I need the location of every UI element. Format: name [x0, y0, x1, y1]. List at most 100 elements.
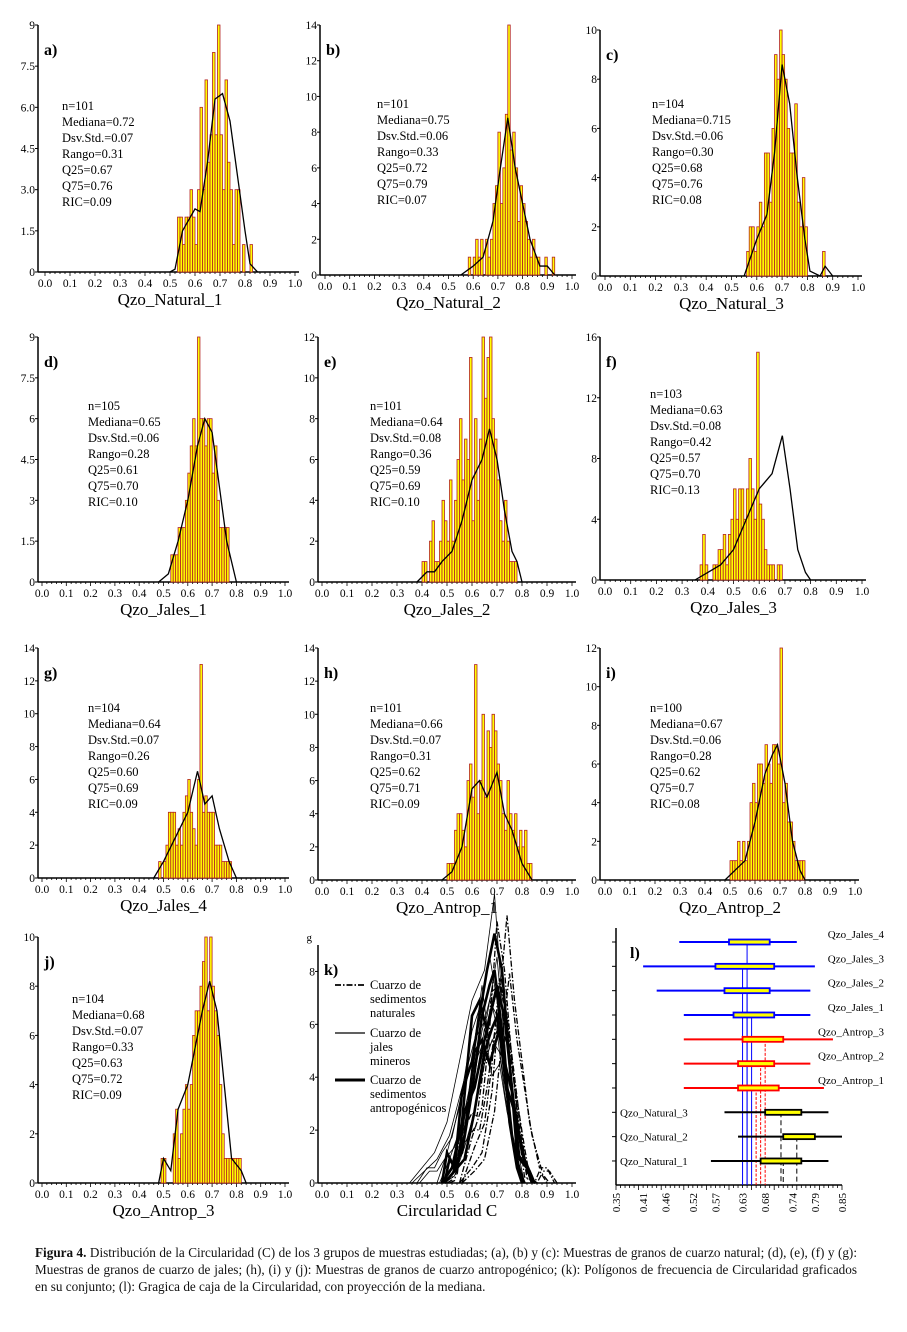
- histogram-panel-d: 0.0 0.1 0.2 0.3 0.4 0.5 0.6 0.7 0.8 0.9 1.0 0 1.5 3 4.…: [21, 332, 293, 619]
- x-tick-label: 0.6: [466, 281, 481, 293]
- stat-line: n=103: [650, 387, 682, 401]
- stat-line: Dsv.Std.=0.08: [370, 431, 441, 445]
- histogram-bar: [524, 829, 528, 881]
- box-label: Qzo_Jales_3: [828, 953, 885, 965]
- x-tick-label: 0.3: [390, 588, 405, 600]
- x-tick-label: 0.8: [229, 588, 244, 600]
- y-tick-label: 0: [309, 875, 315, 887]
- y-tick-label: 16: [586, 332, 598, 344]
- histogram-bar: [802, 860, 806, 881]
- y-tick-label: 8: [29, 981, 35, 993]
- y-tick-label: 10: [24, 709, 36, 721]
- histogram-bar: [229, 189, 233, 273]
- histogram-bar: [237, 189, 241, 273]
- x-tick-label: 0.0: [35, 884, 50, 896]
- x-axis-label: Qzo_Jales_4: [120, 896, 207, 915]
- frequency-curve: [460, 117, 556, 276]
- panel-label: f): [606, 354, 617, 371]
- x-tick-label: 0.5: [440, 1189, 455, 1201]
- y-tick-label: 8: [309, 966, 315, 978]
- x-tick-label: 0.6: [465, 588, 480, 600]
- series-line-j: [443, 982, 536, 1184]
- y-tick-label: 6: [309, 776, 315, 788]
- x-tick-label: 0.8: [515, 588, 530, 600]
- y-tick-label: 12: [306, 56, 318, 68]
- x-axis-label: Qzo_Antrop_3: [113, 1201, 215, 1220]
- x-tick-label: 0.0: [318, 281, 333, 293]
- y-tick-label: 4: [29, 1080, 35, 1092]
- x-tick-label: 0.1: [63, 278, 78, 290]
- box-label: Qzo_Natural_3: [620, 1107, 688, 1119]
- histogram-bar: [199, 664, 203, 879]
- y-tick-label: 0: [309, 1178, 315, 1190]
- x-tick-label: 0.7: [773, 886, 788, 898]
- y-tick-label: 12: [586, 393, 598, 405]
- y-tick-label: 2: [29, 1129, 35, 1141]
- x-tick-label: 0.7: [491, 281, 506, 293]
- histogram-bar: [756, 351, 760, 581]
- y-tick-label: 3: [29, 495, 35, 507]
- y-tick-label: 2: [29, 840, 35, 852]
- x-tick-label: 0.2: [648, 886, 663, 898]
- x-tick-label: 1.0: [565, 1189, 580, 1201]
- x-tick-label: 0.4: [138, 278, 153, 290]
- y-tick-label: 10: [586, 682, 598, 694]
- x-tick-label: 0.3: [674, 282, 689, 294]
- stat-line: Mediana=0.68: [72, 1008, 145, 1022]
- panel-label: k): [324, 962, 338, 979]
- y-tick-label: 8: [309, 414, 315, 426]
- y-tick-label: 10: [586, 25, 598, 37]
- x-tick-label: 0.9: [823, 886, 838, 898]
- y-tick-label: 4: [309, 495, 315, 507]
- histogram-panel-j: 0.0 0.1 0.2 0.3 0.4 0.5 0.6 0.7 0.8 0.9 1.0 0 2 4 6 8 10…: [24, 932, 293, 1220]
- histogram-panel-e: 0.0 0.1 0.2 0.3 0.4 0.5 0.6 0.7 0.8 0.9 1.0 0 2 4 6 8 10…: [304, 332, 580, 619]
- y-tick-label: 12: [304, 676, 316, 688]
- stat-line: Mediana=0.65: [88, 415, 161, 429]
- stat-line: Q75=0.7: [650, 781, 694, 795]
- panel-label: j): [43, 954, 55, 971]
- y-tick-label: 12: [304, 332, 316, 344]
- x-tick-label: 0.6: [181, 884, 196, 896]
- x-tick-label: 0.6: [181, 588, 196, 600]
- x-tick-label: 0.2: [88, 278, 103, 290]
- caption-text: Distribución de la Circularidad (C) de l…: [35, 1245, 857, 1294]
- x-tick-label: 0.3: [390, 1189, 405, 1201]
- x-tick-label: 0.74: [787, 1193, 799, 1213]
- y-tick-label: 7.5: [21, 61, 36, 73]
- x-tick-label: 0.4: [699, 282, 714, 294]
- x-tick-label: 0.8: [803, 586, 818, 598]
- histogram-bar: [469, 357, 473, 583]
- x-tick-label: 0.7: [778, 586, 793, 598]
- x-axis-label: Qzo_Antrop_1: [396, 898, 498, 917]
- x-tick-label: 0.9: [826, 282, 841, 294]
- y-tick-label: 1.5: [21, 226, 36, 238]
- x-tick-label: 0.41: [638, 1193, 650, 1212]
- stat-line: Q75=0.76: [62, 179, 112, 193]
- x-tick-label: 0.3: [392, 281, 407, 293]
- stat-line: Mediana=0.715: [652, 113, 731, 127]
- histogram-bar: [163, 1158, 167, 1184]
- y-tick-label: 6: [29, 414, 35, 426]
- frequency-curve: [724, 742, 806, 881]
- stat-line: Dsv.Std.=0.06: [377, 129, 448, 143]
- x-tick-label: 0.4: [132, 1189, 147, 1201]
- stat-line: Mediana=0.64: [88, 717, 161, 731]
- legend-label: Cuarzo de jales mineros: [369, 1026, 421, 1068]
- panel-label: b): [326, 42, 340, 59]
- histogram-bar: [449, 479, 453, 583]
- y-tick-label: 12: [586, 643, 598, 655]
- stat-line: Q25=0.63: [72, 1056, 122, 1070]
- stat-line: Q75=0.79: [377, 177, 427, 191]
- frequency-curve: [158, 981, 247, 1184]
- x-tick-label: 0.1: [340, 588, 355, 600]
- series-line-i: [443, 1011, 526, 1184]
- box-label: Qzo_Jales_2: [828, 978, 884, 990]
- x-tick-label: 0.5: [440, 886, 455, 898]
- x-tick-label: 0.3: [108, 884, 123, 896]
- panel-label: e): [324, 354, 336, 371]
- corner-label: g: [307, 932, 313, 944]
- x-tick-label: 0.8: [798, 886, 813, 898]
- box: [741, 1035, 785, 1043]
- y-tick-label: 0: [309, 577, 315, 589]
- y-tick-label: 0: [591, 575, 597, 587]
